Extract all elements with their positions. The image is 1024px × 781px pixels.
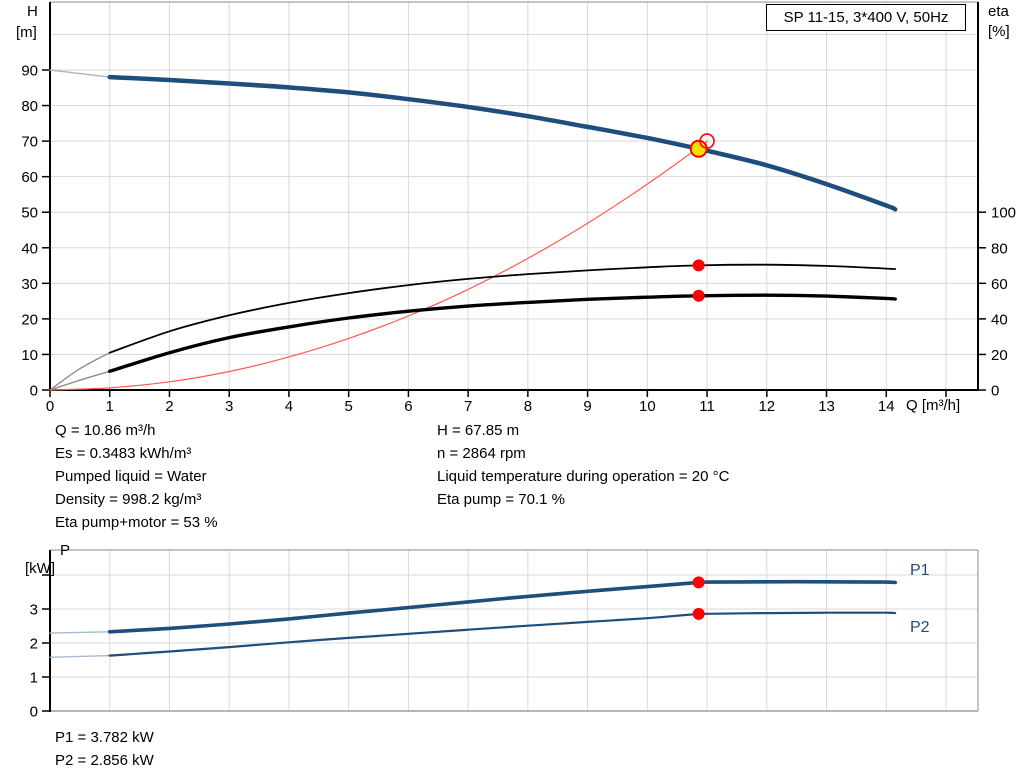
eta-axis-label: eta xyxy=(988,3,1009,20)
info-eta-total: Eta pump+motor = 53 % xyxy=(55,514,218,531)
x-tick-label: 4 xyxy=(285,398,293,415)
y-tick-label: 3 xyxy=(30,602,38,619)
x-tick-label: 9 xyxy=(583,398,591,415)
info-eta-pump: Eta pump = 70.1 % xyxy=(437,491,565,508)
p1-duty-point xyxy=(692,576,705,589)
info-es: Es = 0.3483 kWh/m³ xyxy=(55,445,192,462)
P1 xyxy=(107,579,897,634)
y-tick-label: 0 xyxy=(30,383,38,400)
x-tick-label: 5 xyxy=(344,398,352,415)
P1-pre xyxy=(49,631,111,634)
eta-tick-label: 100 xyxy=(991,205,1016,222)
y-tick-label: 20 xyxy=(21,311,38,328)
x-tick-label: 3 xyxy=(225,398,233,415)
info-density: Density = 998.2 kg/m³ xyxy=(55,491,202,508)
y-tick-label: 90 xyxy=(21,62,38,79)
system-curve xyxy=(49,140,708,391)
duty-point xyxy=(689,139,708,158)
info-temperature: Liquid temperature during operation = 20… xyxy=(437,468,730,485)
eta-pump-motor-curve-pre xyxy=(49,370,111,391)
pump-model-box: SP 11-15, 3*400 V, 50Hz xyxy=(766,4,966,31)
p1-curve-label: P1 xyxy=(910,562,930,579)
h-axis-label: H xyxy=(27,3,38,20)
eta-total-duty-point xyxy=(692,289,705,302)
y-tick-label: 70 xyxy=(21,134,38,151)
eta-tick-label: 60 xyxy=(991,276,1008,293)
y-tick-label: 2 xyxy=(30,636,38,653)
y-tick-label: 0 xyxy=(30,704,38,721)
eta-pump-duty-point xyxy=(692,259,705,272)
x-tick-label: 13 xyxy=(818,398,835,415)
p1-value: P1 = 3.782 kW xyxy=(55,729,154,746)
P2-pre xyxy=(49,654,111,658)
x-tick-label: 0 xyxy=(46,398,54,415)
y-tick-label: 10 xyxy=(21,347,38,364)
eta-tick-label: 20 xyxy=(991,347,1008,364)
p2-value: P2 = 2.856 kW xyxy=(55,752,154,769)
x-tick-label: 10 xyxy=(639,398,656,415)
eta-tick-label: 80 xyxy=(991,240,1008,257)
head-curve xyxy=(107,74,898,212)
eta-axis-unit: [%] xyxy=(988,23,1010,40)
y-tick-label: 40 xyxy=(21,240,38,257)
power-readout: P1 = 3.782 kW P2 = 2.856 kW xyxy=(55,726,154,772)
eta-pump-motor-curve xyxy=(108,293,897,373)
x-tick-label: 6 xyxy=(404,398,412,415)
h-axis-unit: [m] xyxy=(16,24,37,41)
info-h: H = 67.85 m xyxy=(437,422,520,439)
info-liquid: Pumped liquid = Water xyxy=(55,468,207,485)
x-tick-label: 1 xyxy=(106,398,114,415)
eta-tick-label: 0 xyxy=(991,383,999,400)
info-speed: n = 2864 rpm xyxy=(437,445,526,462)
p2-curve-label: P2 xyxy=(910,619,930,636)
p2-duty-point xyxy=(692,607,705,620)
head-curve-pre xyxy=(49,69,111,78)
y-tick-label: 30 xyxy=(21,276,38,293)
duty-info-left: Q = 10.86 m³/h Es = 0.3483 kWh/m³ Pumped… xyxy=(55,419,218,534)
x-tick-label: 7 xyxy=(464,398,472,415)
x-tick-label: 8 xyxy=(524,398,532,415)
y-tick-label: 50 xyxy=(21,205,38,222)
x-tick-label: 2 xyxy=(165,398,173,415)
p-axis-unit: [kW] xyxy=(25,560,55,577)
y-tick-label: 60 xyxy=(21,169,38,186)
info-q: Q = 10.86 m³/h xyxy=(55,422,156,439)
eta-pump-curve xyxy=(108,263,897,354)
duty-info-right: H = 67.85 m n = 2864 rpm Liquid temperat… xyxy=(437,419,729,511)
q-axis-label: Q [m³/h] xyxy=(906,397,961,414)
x-tick-label: 11 xyxy=(699,398,715,415)
eta-tick-label: 40 xyxy=(991,311,1008,328)
y-tick-label: 80 xyxy=(21,98,38,115)
p-axis-label: P xyxy=(60,542,71,559)
y-tick-label: 1 xyxy=(30,670,38,687)
eta-pump-curve-pre xyxy=(49,352,111,391)
rated-point xyxy=(699,133,715,149)
P2 xyxy=(108,611,897,657)
x-tick-label: 14 xyxy=(878,398,895,415)
x-tick-label: 12 xyxy=(758,398,775,415)
